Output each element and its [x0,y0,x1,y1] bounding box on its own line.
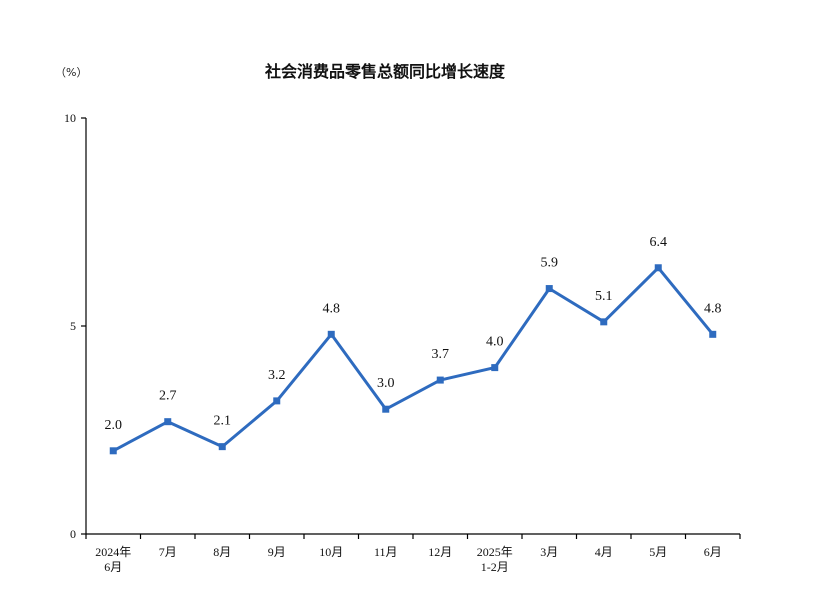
x-tick-label: 6月 [104,560,122,574]
data-labels: 2.0 2.7 2.1 3.2 4.8 3.0 3.7 4.0 5.9 5.1 6.4 4.8 [105,235,722,433]
data-point [654,264,662,272]
data-point [109,447,117,455]
x-tick-label: 3月 [540,545,558,559]
data-label: 2.1 [214,414,232,429]
data-label: 4.8 [704,301,722,316]
data-label: 5.9 [541,256,559,271]
data-label: 4.0 [486,335,504,350]
data-label: 3.0 [377,376,395,391]
x-tick-label: 12月 [428,545,452,559]
x-tick-label: 1-2月 [481,560,509,574]
data-point [600,318,608,326]
x-tick-label: 11月 [374,545,398,559]
data-label: 5.1 [595,289,613,304]
data-label: 2.0 [105,418,123,433]
chart-title: 社会消费品零售总额同比增长速度 [264,62,506,81]
data-point [218,443,226,451]
x-tick-label: 9月 [268,545,286,559]
y-tick-label: 5 [70,319,76,333]
x-tick-label: 2024年 [95,545,131,559]
y-tick-label: 0 [70,527,76,541]
x-tick-label: 7月 [159,545,177,559]
data-label: 3.2 [268,368,286,383]
data-label: 3.7 [432,347,450,362]
data-point [327,330,335,338]
data-label: 6.4 [650,235,668,250]
data-point [545,285,553,293]
x-tick-label: 2025年 [477,545,513,559]
y-tick-label: 10 [64,111,76,125]
x-tick-label: 4月 [595,545,613,559]
series-line [111,266,715,453]
data-point [273,397,281,405]
x-tick-label: 5月 [649,545,667,559]
data-point [382,405,390,413]
unit-label: （%） [55,66,87,79]
x-tick-label: 8月 [213,545,231,559]
x-tick-label: 10月 [319,545,343,559]
data-label: 4.8 [323,301,341,316]
data-label: 2.7 [159,389,177,404]
data-point [164,418,172,426]
x-tick-label: 6月 [704,545,722,559]
series-layer [109,264,717,455]
data-point [491,364,499,372]
data-point [436,376,444,384]
data-point [709,330,717,338]
